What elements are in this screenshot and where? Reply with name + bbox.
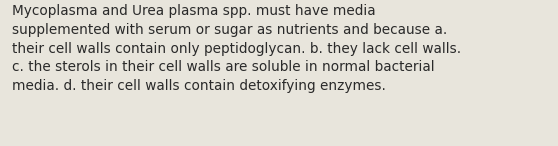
Text: Mycoplasma and Urea plasma spp. must have media
supplemented with serum or sugar: Mycoplasma and Urea plasma spp. must hav… (12, 4, 461, 93)
